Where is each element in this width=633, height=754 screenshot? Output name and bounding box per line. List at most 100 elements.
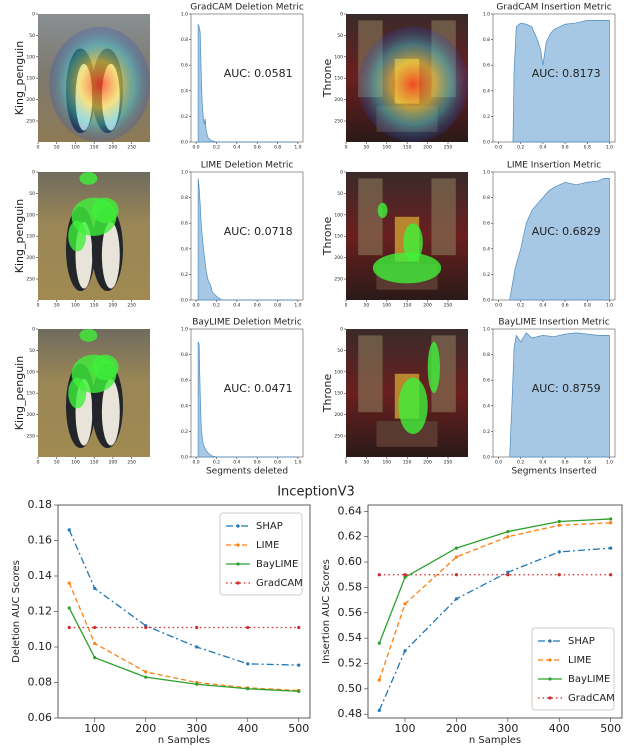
y-tick-label: 150 xyxy=(26,76,35,82)
series-marker xyxy=(67,625,71,630)
legend-label: LIME xyxy=(568,655,591,666)
x-tick-label: 0.2 xyxy=(213,303,220,309)
y-tick-label: 0.8 xyxy=(483,352,490,358)
series-marker xyxy=(67,606,71,610)
area xyxy=(197,24,298,143)
series-marker xyxy=(403,602,407,606)
x-tick-label: 500 xyxy=(288,722,309,735)
y-tick-label: 50 xyxy=(337,348,343,354)
x-tick-label: 250 xyxy=(444,145,453,151)
x-tick-label: 0.8 xyxy=(274,303,281,309)
series-marker xyxy=(297,689,301,693)
x-tick-label: 50 xyxy=(54,303,60,309)
y-tick-label: 50 xyxy=(337,191,343,197)
x-tick-label: 0 xyxy=(37,460,40,466)
y-tick-label: 0.0 xyxy=(181,455,188,461)
y-tick-label: 100 xyxy=(334,54,343,60)
y-tick-label: 0.4 xyxy=(483,403,490,409)
series-marker xyxy=(403,575,407,579)
y-tick-label: 0.6 xyxy=(483,63,490,69)
y-tick-label: 0.2 xyxy=(483,272,490,278)
series-line xyxy=(378,547,611,711)
y-tick-label: 0.62 xyxy=(338,530,363,543)
annotation: AUC: 0.0718 xyxy=(224,225,293,238)
y-tick-label: 0.8 xyxy=(181,352,188,358)
x-tick-label: 0.4 xyxy=(539,303,546,309)
y-tick-label: 0.8 xyxy=(483,195,490,201)
x-tick-label: 0 xyxy=(345,145,348,151)
x-tick-label: 0 xyxy=(37,303,40,309)
x-tick-label: 200 xyxy=(109,460,118,466)
y-axis-label: Throne xyxy=(321,59,334,99)
series-marker xyxy=(246,662,250,666)
x-tick-label: 200 xyxy=(423,460,432,466)
series-marker xyxy=(557,550,561,554)
x-axis-label: n Samples xyxy=(158,735,210,746)
x-tick-label: 0.8 xyxy=(584,145,591,151)
series-marker xyxy=(377,708,381,712)
y-tick-label: 0.2 xyxy=(483,114,490,120)
plot-area xyxy=(190,328,304,458)
explanation-segment xyxy=(427,341,440,393)
y-tick-label: 150 xyxy=(334,76,343,82)
series-marker xyxy=(195,682,199,686)
series-marker xyxy=(297,625,301,630)
y-tick-label: 0.6 xyxy=(181,221,188,227)
explanation-segment xyxy=(91,354,119,381)
x-tick-label: 200 xyxy=(109,145,118,151)
legend-label: LIME xyxy=(256,540,279,551)
x-tick-label: 0.8 xyxy=(274,460,281,466)
x-tick-label: 100 xyxy=(71,303,80,309)
legend-swatch-marker xyxy=(548,696,552,700)
x-axis-label: n Samples xyxy=(469,735,521,746)
x-tick-label: 0.0 xyxy=(495,145,502,151)
x-tick-label: 150 xyxy=(90,303,99,309)
y-tick-label: 0 xyxy=(340,327,343,333)
y-tick-label: 1.0 xyxy=(483,170,490,176)
throne-arch xyxy=(358,335,383,413)
explanation-segment xyxy=(372,252,442,284)
series-marker xyxy=(195,645,199,649)
x-tick-label: 0.2 xyxy=(517,303,524,309)
y-tick-label: 0 xyxy=(32,327,35,333)
y-tick-label: 0.06 xyxy=(28,711,53,724)
y-tick-label: 0.2 xyxy=(181,429,188,435)
x-tick-label: 0.4 xyxy=(539,145,546,151)
x-axis-label: Segments deleted xyxy=(206,467,288,477)
series-marker xyxy=(403,649,407,653)
legend-swatch-marker xyxy=(548,677,552,681)
penguin-belly xyxy=(101,378,120,446)
y-tick-label: 0.4 xyxy=(483,246,490,252)
x-tick-label: 50 xyxy=(54,460,60,466)
chart-title: GradCAM Insertion Metric xyxy=(496,3,611,13)
x-tick-label: 250 xyxy=(127,460,136,466)
x-tick-label: 0.2 xyxy=(213,460,220,466)
x-tick-label: 100 xyxy=(395,722,416,735)
x-tick-label: 250 xyxy=(127,145,136,151)
y-tick-label: 150 xyxy=(26,234,35,240)
x-tick-label: 0.8 xyxy=(584,460,591,466)
series-marker xyxy=(67,581,71,585)
y-tick-label: 100 xyxy=(334,369,343,375)
x-tick-label: 0.8 xyxy=(274,145,281,151)
area xyxy=(197,341,298,458)
y-tick-label: 200 xyxy=(334,255,343,261)
x-tick-label: 250 xyxy=(444,303,453,309)
series-line xyxy=(68,529,299,666)
series-marker xyxy=(195,625,199,630)
y-tick-label: 0.14 xyxy=(28,569,53,582)
annotation: AUC: 0.0471 xyxy=(224,382,293,395)
y-tick-label: 0.8 xyxy=(181,37,188,43)
annotation: AUC: 0.0581 xyxy=(224,67,293,80)
legend xyxy=(531,627,615,711)
legend-label: SHAP xyxy=(256,521,283,532)
x-tick-label: 400 xyxy=(237,722,258,735)
y-tick-label: 250 xyxy=(334,434,343,440)
x-tick-label: 0.4 xyxy=(539,460,546,466)
x-tick-label: 150 xyxy=(403,460,412,466)
x-tick-label: 0.0 xyxy=(495,460,502,466)
legend-label: SHAP xyxy=(568,636,595,647)
x-tick-label: 0.0 xyxy=(495,303,502,309)
y-tick-label: 100 xyxy=(26,212,35,218)
